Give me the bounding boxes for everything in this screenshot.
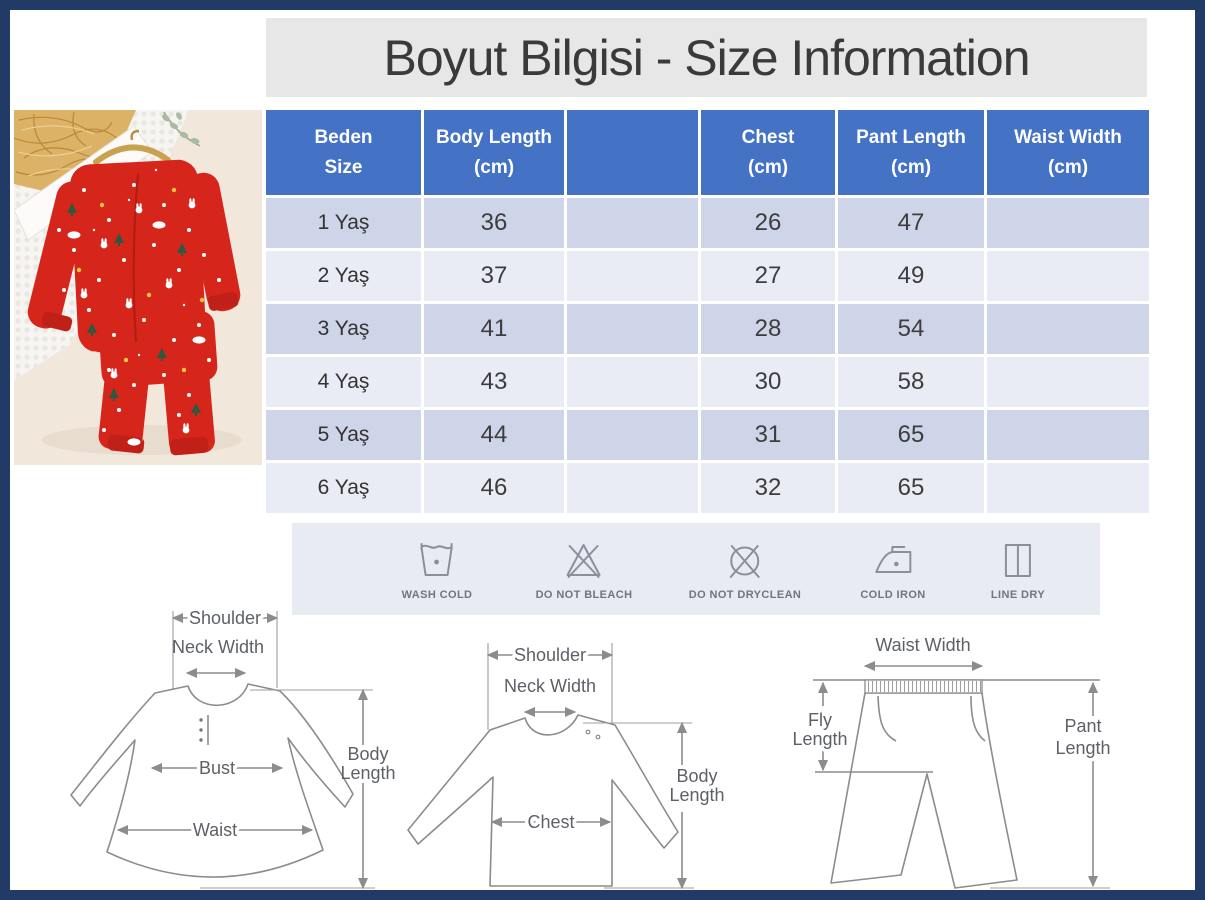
cell-waist-width: [987, 304, 1149, 354]
hanger: [93, 129, 171, 165]
dress-shoulder-label: Shoulder: [189, 608, 261, 628]
care-item-do-not-dryclean: DO NOT DRYCLEAN: [689, 535, 802, 601]
cell-size: 6 Yaş: [266, 463, 421, 513]
shirt-body-length-label-2: Length: [669, 785, 724, 805]
cell-waist-width: [987, 357, 1149, 407]
cell-size: 3 Yaş: [266, 304, 421, 354]
cell-empty: [567, 304, 698, 354]
pants-outline: [830, 692, 1018, 889]
waistband: [864, 679, 983, 694]
shirt-shoulder-label: Shoulder: [514, 645, 586, 665]
care-label: DO NOT BLEACH: [535, 589, 633, 601]
care-item-cold-iron: COLD IRON: [860, 535, 925, 601]
cell-waist-width: [987, 251, 1149, 301]
col-header-chest: Chest (cm): [701, 110, 835, 195]
cell-empty: [567, 463, 698, 513]
do-not-bleach-icon: [567, 544, 601, 578]
page-title-bar: Boyut Bilgisi - Size Information: [266, 18, 1147, 97]
do-not-dryclean-icon: [729, 545, 760, 578]
page-title: Boyut Bilgisi - Size Information: [383, 29, 1030, 86]
cell-pant-length: 58: [838, 357, 984, 407]
col-header-body-length: Body Length (cm): [424, 110, 564, 195]
col-header-waist-width: Waist Width (cm): [987, 110, 1149, 195]
cell-body-length: 41: [424, 304, 564, 354]
col-header-pant-length: Pant Length (cm): [838, 110, 984, 195]
shirt-body-length-label-1: Body: [676, 766, 717, 786]
cell-chest: 28: [701, 304, 835, 354]
line-dry-icon: [1004, 544, 1031, 577]
care-label: COLD IRON: [860, 589, 926, 601]
cell-chest: 30: [701, 357, 835, 407]
cell-pant-length: 65: [838, 410, 984, 460]
cell-body-length: 43: [424, 357, 564, 407]
pants-fly-length-label-1: Fly: [808, 710, 832, 730]
care-label: LINE DRY: [990, 589, 1046, 601]
cell-body-length: 46: [424, 463, 564, 513]
product-photo: [14, 110, 262, 465]
dress-body-length-label-1: Body: [347, 744, 388, 764]
cell-waist-width: [987, 463, 1149, 513]
cell-size: 2 Yaş: [266, 251, 421, 301]
cell-waist-width: [987, 198, 1149, 248]
care-item-wash-cold: WASH COLD: [402, 535, 473, 601]
cell-empty: [567, 357, 698, 407]
care-item-line-dry: LINE DRY: [991, 535, 1045, 601]
dress-neck-width-label: Neck Width: [172, 637, 264, 657]
care-instructions: WASH COLD DO NOT BLEACH DO NOT DRYCLEAN: [292, 523, 1100, 615]
eucalyptus-sprig: [162, 111, 201, 147]
cell-pant-length: 65: [838, 463, 984, 513]
wood-wool: [14, 110, 136, 194]
cell-size: 5 Yaş: [266, 410, 421, 460]
care-label: DO NOT DRYCLEAN: [688, 589, 802, 601]
cell-pant-length: 49: [838, 251, 984, 301]
pants-pant-length-label-1: Pant: [1064, 716, 1101, 736]
cold-iron-icon: [874, 546, 911, 573]
cell-size: 4 Yaş: [266, 357, 421, 407]
cell-body-length: 44: [424, 410, 564, 460]
cell-chest: 31: [701, 410, 835, 460]
dress-waist-label: Waist: [193, 820, 237, 840]
pants-fly-length-label-2: Length: [792, 729, 847, 749]
cell-pant-length: 54: [838, 304, 984, 354]
dress-measurement-diagram: Shoulder Neck Width Bust Waist Body Leng…: [70, 605, 396, 890]
cell-empty: [567, 410, 698, 460]
cell-chest: 32: [701, 463, 835, 513]
cell-chest: 27: [701, 251, 835, 301]
shirt-outline: [407, 714, 679, 887]
col-header-beden-size: Beden Size: [266, 110, 421, 195]
col-header-empty: [567, 110, 698, 195]
size-table: Beden Size Body Length (cm) Chest (cm) P…: [266, 110, 1149, 513]
shirt-neck-width-label: Neck Width: [504, 676, 596, 696]
pants-waist-width-label: Waist Width: [875, 635, 970, 655]
dress-outline: [70, 683, 354, 878]
care-label: WASH COLD: [401, 589, 473, 601]
cell-chest: 26: [701, 198, 835, 248]
cell-waist-width: [987, 410, 1149, 460]
pajama-set: [27, 159, 241, 455]
placket: [132, 173, 139, 343]
dress-body-length-label-2: Length: [340, 763, 395, 783]
shirt-measurement-diagram: Shoulder Neck Width Chest Body Length: [407, 642, 728, 890]
care-item-do-not-bleach: DO NOT BLEACH: [536, 535, 633, 601]
pants-pant-length-label-2: Length: [1055, 738, 1110, 758]
shirt-chest-label: Chest: [527, 812, 574, 832]
cell-pant-length: 47: [838, 198, 984, 248]
pants-measurement-diagram: Waist Width Fly Length Pant Length: [789, 635, 1114, 889]
wash-cold-icon: [420, 543, 453, 576]
dress-bust-label: Bust: [199, 758, 235, 778]
cell-size: 1 Yaş: [266, 198, 421, 248]
cell-body-length: 36: [424, 198, 564, 248]
cell-body-length: 37: [424, 251, 564, 301]
cell-empty: [567, 198, 698, 248]
cell-empty: [567, 251, 698, 301]
